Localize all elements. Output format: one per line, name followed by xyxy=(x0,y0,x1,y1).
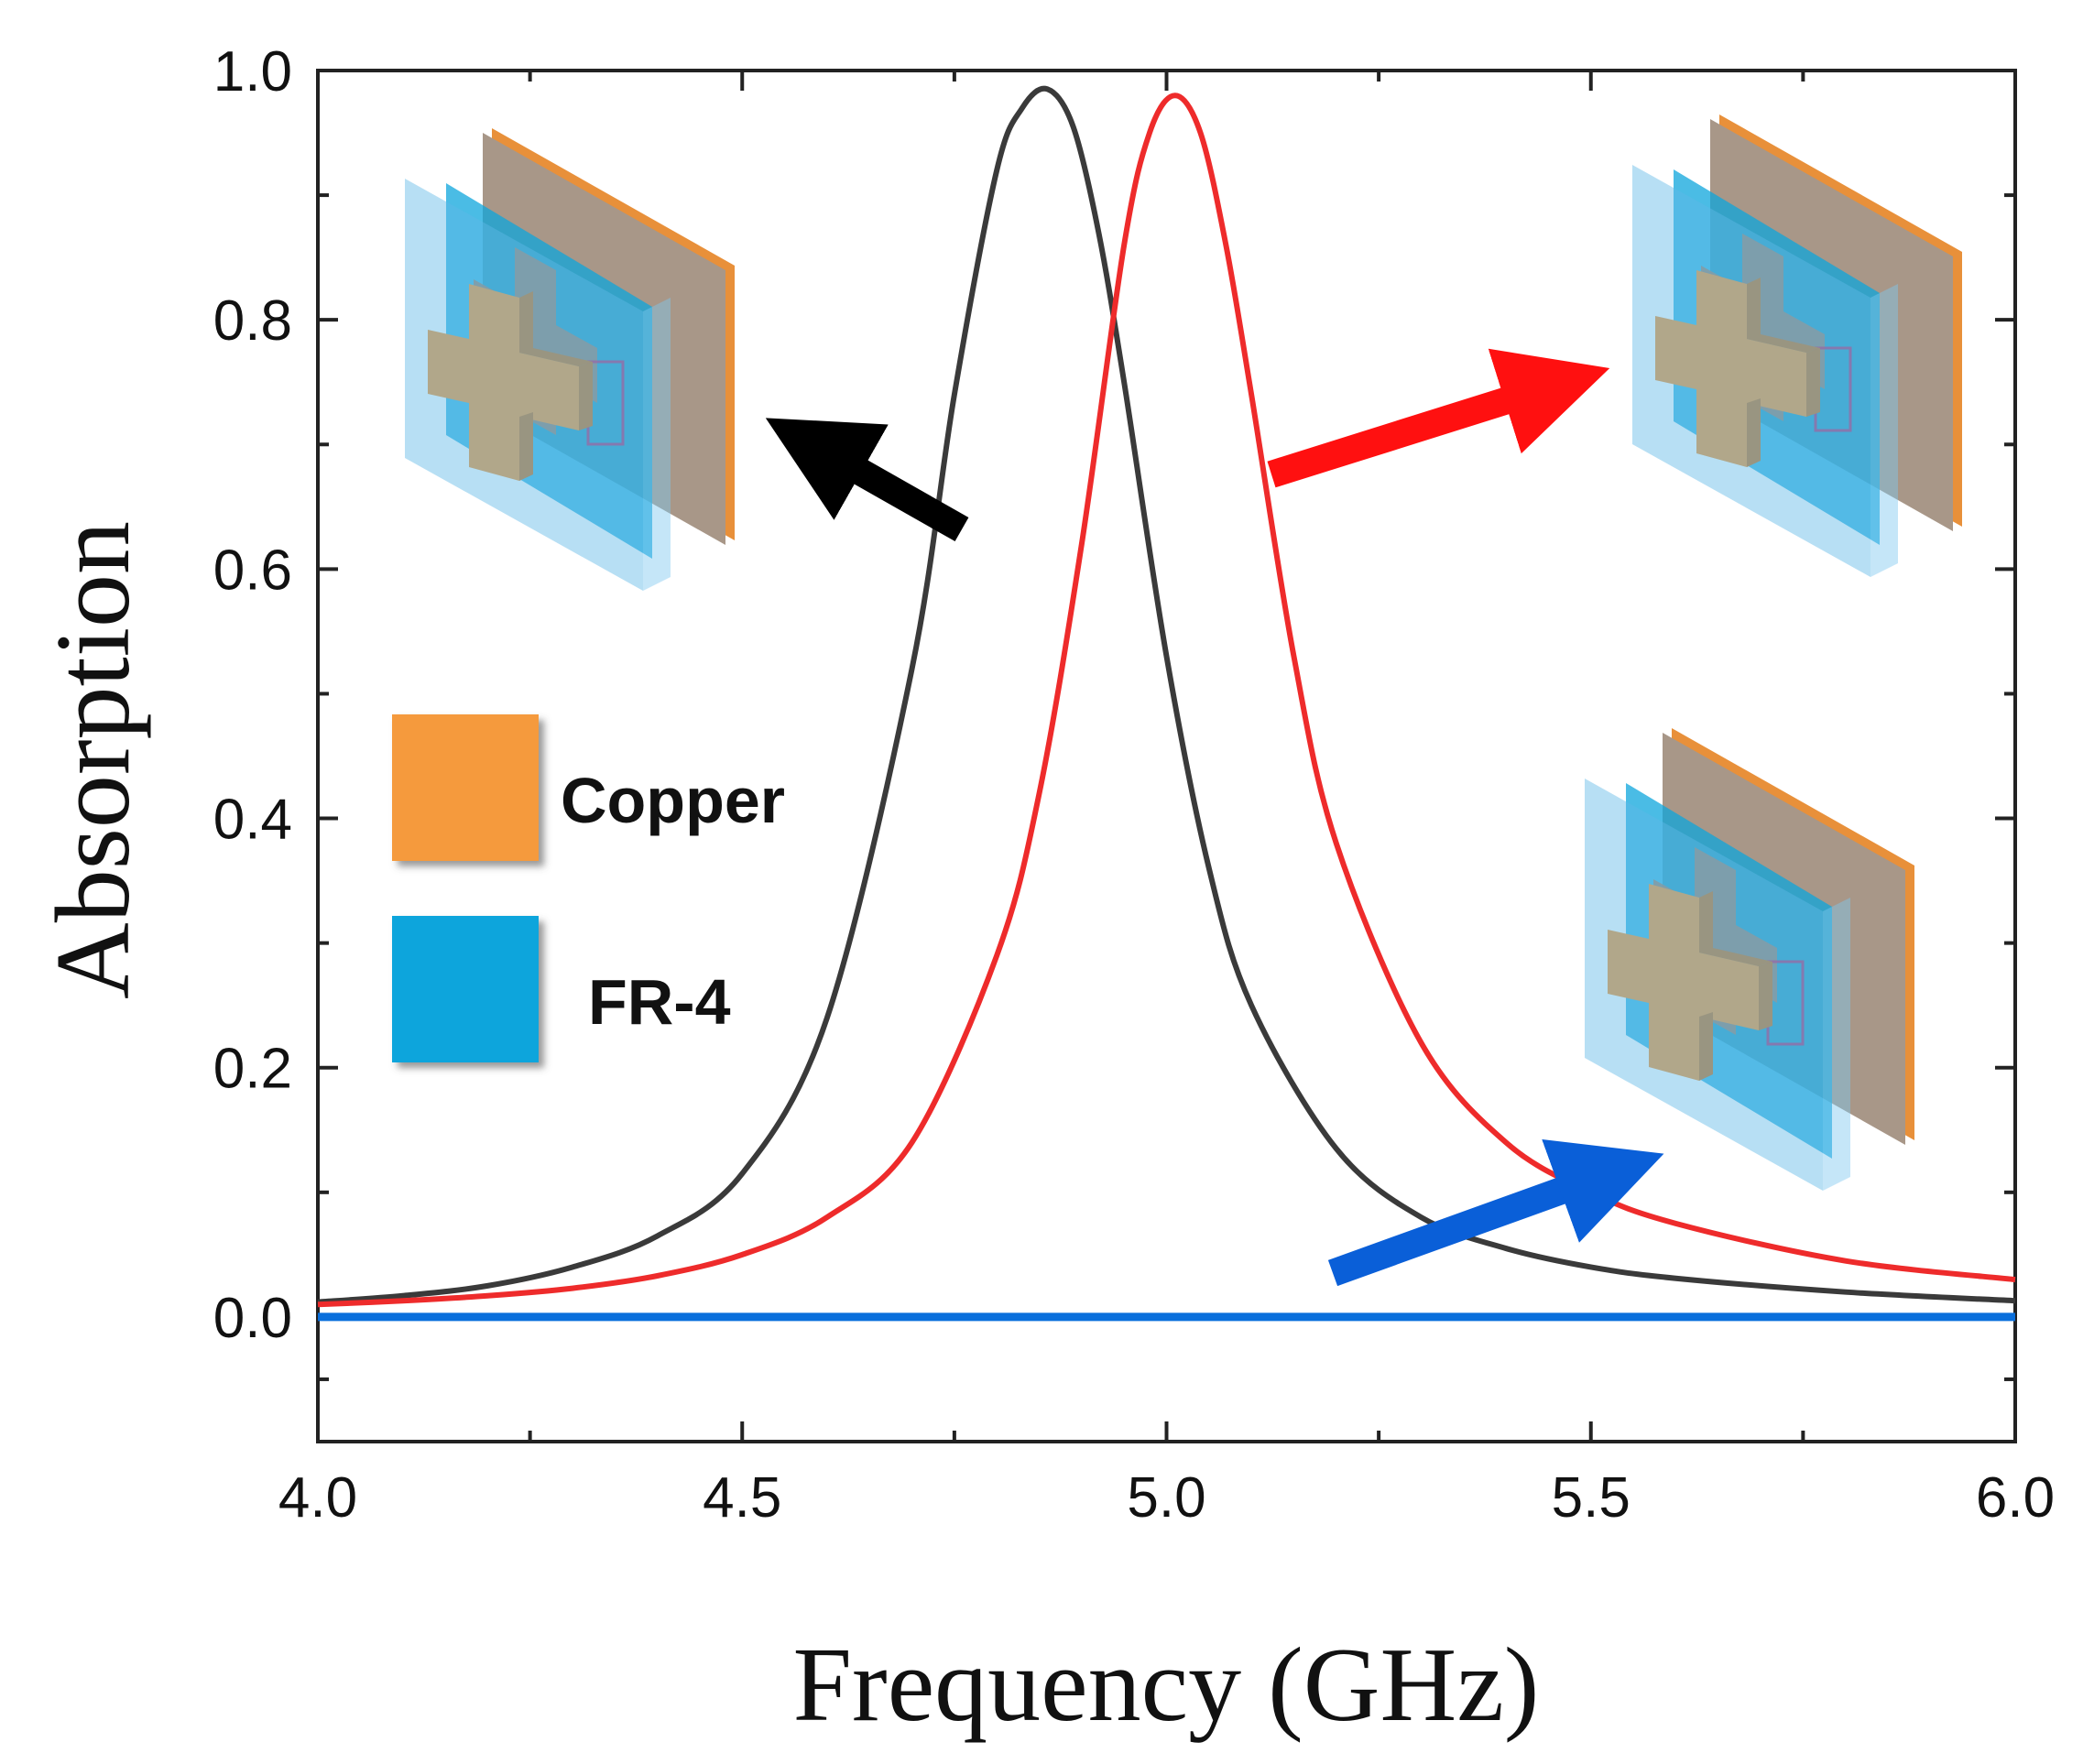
x-tick-label: 6.0 xyxy=(1976,1466,2055,1530)
legend-swatch-copper xyxy=(392,714,539,861)
y-axis-title: Absorption xyxy=(35,521,152,999)
x-tick-label: 4.5 xyxy=(703,1466,781,1530)
legend-label-copper: Copper xyxy=(561,765,785,836)
x-tick-labels: 4.0 4.5 5.0 5.5 6.0 xyxy=(278,1466,2055,1530)
legend-label-fr4: FR-4 xyxy=(588,966,731,1038)
series-line-1 xyxy=(317,85,2016,1305)
x-tick-label: 5.5 xyxy=(1552,1466,1630,1530)
structure-illustration-left xyxy=(403,126,736,593)
legend-swatch-fr4 xyxy=(392,916,539,1062)
structure-illustration-right xyxy=(1630,113,1964,579)
y-tick-label: 0.6 xyxy=(213,539,292,602)
y-tick-label: 0.4 xyxy=(213,789,292,852)
arrow-blue xyxy=(1327,1138,1664,1287)
x-tick-label: 4.0 xyxy=(278,1466,357,1530)
y-tick-labels: 0.0 0.2 0.4 0.6 0.8 1.0 xyxy=(213,40,292,1350)
y-tick-label: 1.0 xyxy=(213,40,292,103)
x-axis-title: Frequency (GHz) xyxy=(793,1627,1540,1744)
axis-ticks xyxy=(316,69,2017,1442)
y-tick-label: 0.8 xyxy=(213,289,292,353)
legend: Copper FR-4 xyxy=(392,714,785,1062)
series-line-2 xyxy=(317,93,2016,1308)
y-tick-label: 0.0 xyxy=(213,1287,292,1350)
arrow-black xyxy=(765,418,969,542)
structure-illustration-lower-right xyxy=(1583,726,1916,1192)
arrow-red xyxy=(1267,348,1610,488)
series-group xyxy=(317,85,2016,1322)
y-tick-label: 0.2 xyxy=(213,1038,292,1101)
x-tick-label: 5.0 xyxy=(1127,1466,1205,1530)
